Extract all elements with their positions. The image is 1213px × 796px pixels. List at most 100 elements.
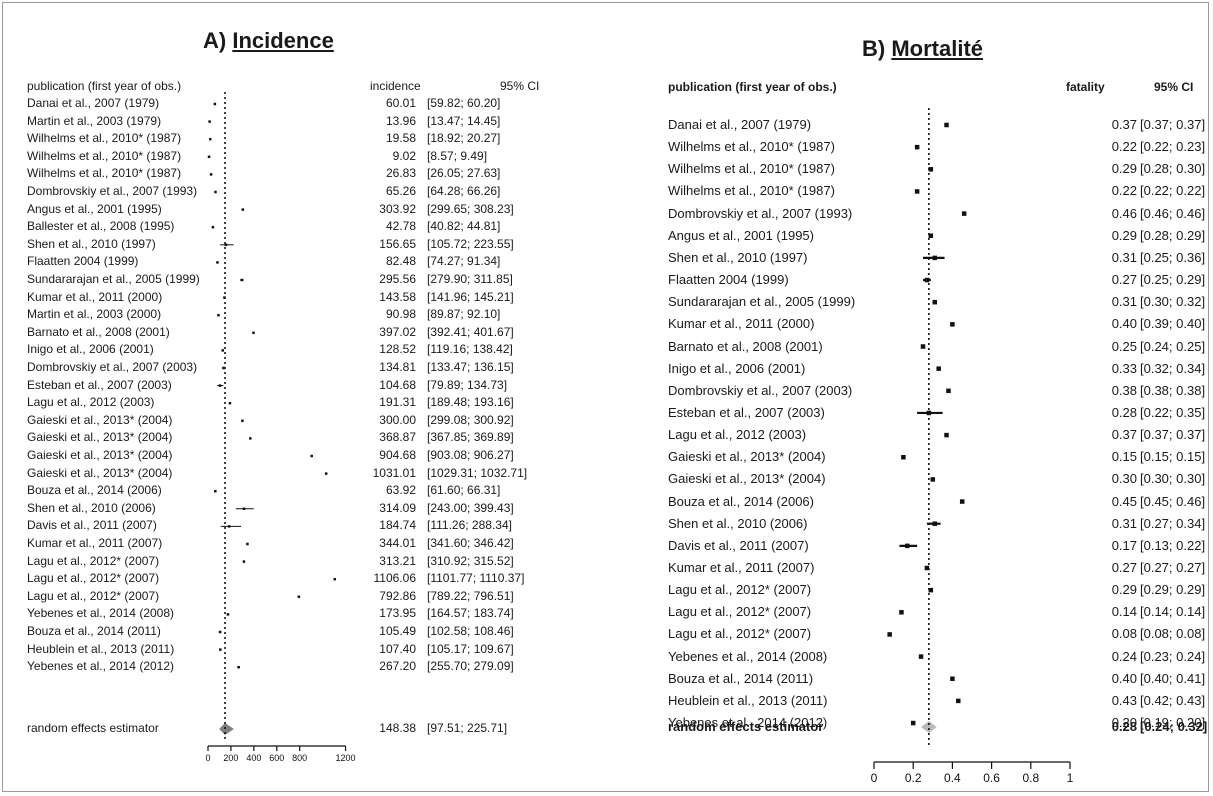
study-mark <box>241 208 245 211</box>
estimate-value: 173.95 <box>379 606 416 621</box>
ci-value: [0.14; 0.14] <box>1140 604 1206 620</box>
estimate-value: 1031.01 <box>372 465 416 480</box>
point-estimate <box>249 437 252 440</box>
point-estimate <box>246 542 249 546</box>
estimate-value: 134.81 <box>379 360 416 374</box>
x-tick-label: 800 <box>292 753 307 763</box>
point-estimate <box>211 225 215 229</box>
ci-value: [105.72; 223.55] <box>427 236 514 251</box>
ci-value: [299.65; 308.23] <box>427 201 514 216</box>
study-label: Bouza et al., 2014 (2011) <box>27 624 161 638</box>
point-estimate <box>208 137 212 141</box>
study-mark <box>946 388 951 394</box>
study-label: Yebenes et al., 2014 (2012) <box>668 715 828 731</box>
study-label: Martin et al., 2003 (2000) <box>27 307 162 322</box>
study-label: Danai et al., 2007 (1979) <box>27 96 160 110</box>
study-label: Martin et al., 2003 (1979) <box>27 113 162 128</box>
study-label: Shen et al., 2010 (1997) <box>668 249 808 265</box>
ci-value: [0.28; 0.30] <box>1140 161 1206 177</box>
summary-label: random effects estimator <box>668 719 824 734</box>
ci-value: [310.92; 315.52] <box>427 553 514 568</box>
estimate-value: 0.37 <box>1111 427 1137 443</box>
x-tick-label: 600 <box>269 753 284 763</box>
estimate-value: 65.26 <box>385 184 416 198</box>
estimate-value: 368.87 <box>379 430 416 445</box>
point-estimate <box>961 211 967 216</box>
study-mark <box>950 676 955 681</box>
point-estimate <box>207 155 211 159</box>
ci-value: [0.40; 0.41] <box>1140 670 1206 686</box>
estimate-value: 0.14 <box>1111 604 1137 620</box>
point-estimate <box>944 122 949 128</box>
study-mark <box>220 243 234 247</box>
point-estimate <box>932 255 938 261</box>
study-mark <box>221 349 224 352</box>
study-label: Gaieski et al., 2013* (2004) <box>27 465 173 480</box>
study-mark <box>246 542 249 546</box>
ci-value: [0.30; 0.32] <box>1140 294 1206 310</box>
estimate-value: 19.58 <box>385 131 416 146</box>
study-mark <box>956 698 961 704</box>
ci-value: [105.17; 109.67] <box>427 641 514 656</box>
study-mark <box>961 211 967 216</box>
point-estimate <box>252 331 255 335</box>
point-estimate <box>932 521 938 526</box>
summary-label: random effects estimator <box>27 721 159 735</box>
point-estimate <box>213 102 217 106</box>
ci-value: [0.08; 0.08] <box>1140 626 1206 642</box>
ci-value: [141.96; 145.21] <box>427 289 514 304</box>
study-label: Angus et al., 2001 (1995) <box>668 227 814 243</box>
study-label: Danai et al., 2007 (1979) <box>668 117 812 132</box>
panel-b-header-ci: 95% CI <box>1154 80 1194 94</box>
ci-value: [0.24; 0.25] <box>1140 338 1206 354</box>
ci-value: [8.57; 9.49] <box>427 148 488 163</box>
study-label: Sundararajan et al., 2005 (1999) <box>27 272 200 286</box>
panel-a-header-estimate: incidence <box>370 79 421 93</box>
study-mark <box>887 632 892 637</box>
study-mark <box>914 189 920 194</box>
study-mark <box>209 173 213 176</box>
estimate-value: 0.15 <box>1111 449 1137 465</box>
point-estimate <box>218 384 222 387</box>
estimate-value: 105.49 <box>379 624 416 638</box>
point-estimate <box>928 587 934 593</box>
study-mark <box>910 720 916 726</box>
estimate-value: 104.68 <box>379 377 416 392</box>
estimate-value: 191.31 <box>379 395 416 410</box>
study-mark <box>928 587 934 593</box>
estimate-value: 300.00 <box>379 412 416 427</box>
study-mark <box>310 454 313 458</box>
point-estimate <box>956 698 961 704</box>
estimate-value: 0.25 <box>1111 338 1137 354</box>
study-mark <box>213 102 217 106</box>
panel-b-header-study: publication (first year of obs.) <box>668 80 837 94</box>
study-mark <box>208 137 212 141</box>
ci-value: [789.22; 796.51] <box>427 588 514 603</box>
estimate-value: 0.31 <box>1111 294 1137 310</box>
study-label: Inigo et al., 2006 (2001) <box>668 360 806 376</box>
study-label: Wilhelms et al., 2010* (1987) <box>27 148 182 163</box>
estimate-value: 26.83 <box>385 166 416 181</box>
estimate-value: 344.01 <box>379 536 416 550</box>
point-estimate <box>914 144 920 150</box>
study-label: Wilhelms et al., 2010* (1987) <box>27 166 182 181</box>
point-estimate <box>214 190 217 194</box>
estimate-value: 0.20 <box>1111 715 1137 731</box>
summary-ci: [0.24; 0.32] <box>1140 719 1208 734</box>
estimate-value: 0.46 <box>1111 205 1137 221</box>
study-mark <box>218 630 222 634</box>
point-estimate <box>222 366 225 370</box>
study-label: Lagu et al., 2012* (2007) <box>668 582 812 598</box>
ci-value: [0.22; 0.35] <box>1140 404 1206 420</box>
panel-b-forest-plot: 0 0.2 0.4 0.6 0.8 1 <box>871 108 1074 785</box>
study-mark <box>923 277 931 283</box>
ci-value: [0.38; 0.38] <box>1140 382 1206 398</box>
study-label: Bouza et al., 2014 (2006) <box>668 493 814 509</box>
study-label: Gaieski et al., 2013* (2004) <box>27 412 173 427</box>
point-estimate <box>901 455 906 460</box>
estimate-value: 904.68 <box>379 448 416 462</box>
point-estimate <box>218 630 222 634</box>
study-label: Davis et al., 2011 (2007) <box>27 518 157 533</box>
point-estimate <box>226 613 230 616</box>
